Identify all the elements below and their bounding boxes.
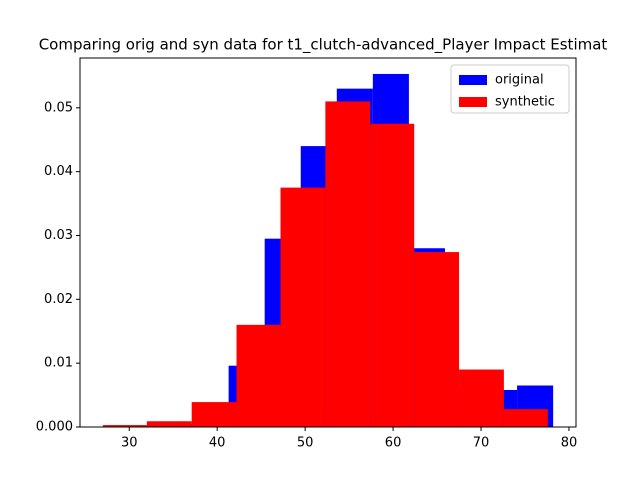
x-tick-label: 40 bbox=[209, 436, 226, 451]
histogram-bar bbox=[503, 409, 548, 427]
y-tick-label: 0.04 bbox=[44, 164, 73, 179]
histogram-bar bbox=[191, 402, 237, 427]
histogram-bar bbox=[236, 324, 281, 427]
legend-label: original bbox=[495, 73, 544, 88]
plot-frame bbox=[79, 57, 577, 428]
legend-label: synthetic bbox=[495, 95, 555, 110]
x-tick-label: 50 bbox=[297, 436, 314, 451]
y-tick-label: 0.02 bbox=[44, 292, 73, 307]
histogram-bar bbox=[280, 187, 326, 427]
histogram-bar bbox=[325, 101, 371, 427]
histogram-bar bbox=[370, 123, 415, 428]
x-tick-label: 60 bbox=[385, 436, 402, 451]
y-tick-label: 0.01 bbox=[44, 356, 73, 371]
histogram-bar bbox=[414, 252, 460, 427]
legend-swatch bbox=[459, 97, 487, 107]
histogram-bar bbox=[459, 369, 504, 427]
y-tick-label: 0.000 bbox=[36, 420, 73, 435]
histogram-bar bbox=[146, 421, 192, 427]
x-tick-label: 70 bbox=[473, 436, 490, 451]
legend-swatch bbox=[459, 75, 487, 85]
x-tick-label: 80 bbox=[561, 436, 578, 451]
y-tick-label: 0.03 bbox=[44, 228, 73, 243]
x-tick-label: 30 bbox=[121, 436, 138, 451]
histogram-bar bbox=[102, 425, 147, 427]
chart-title: Comparing orig and syn data for t1_clutc… bbox=[39, 36, 608, 55]
y-tick-label: 0.05 bbox=[44, 100, 73, 115]
